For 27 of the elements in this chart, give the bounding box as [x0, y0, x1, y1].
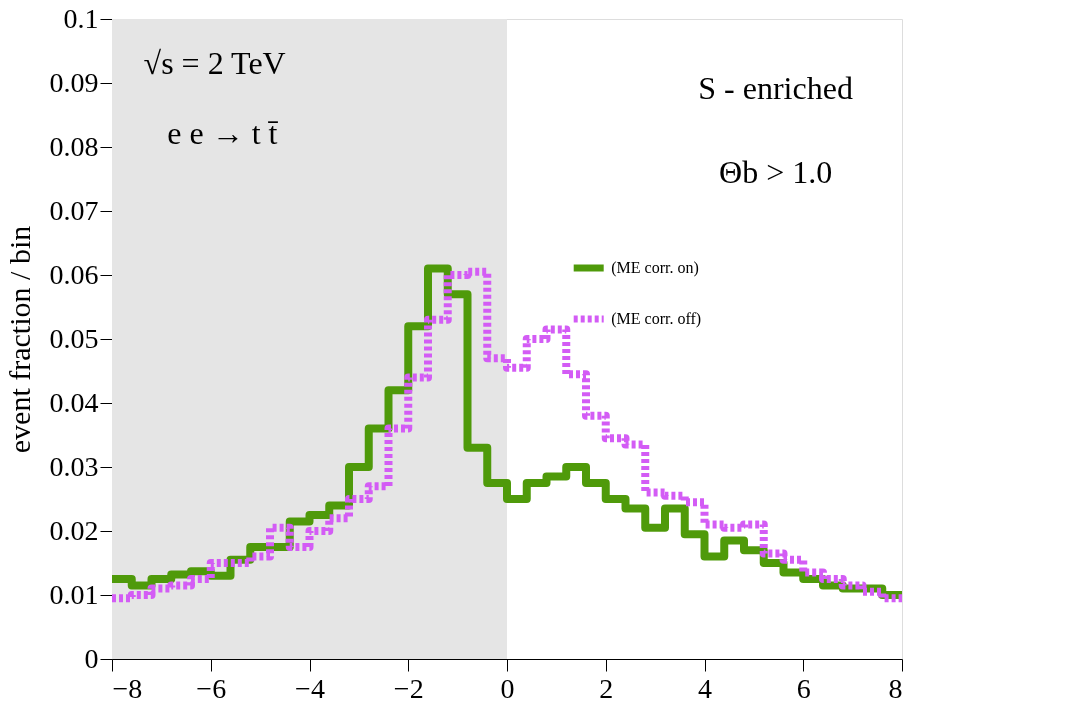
annotation: S - enriched — [698, 70, 853, 107]
x-tick-label: 8 — [888, 672, 903, 704]
y-tick-label: 0.04 — [49, 386, 99, 418]
y-tick-label: 0.09 — [49, 66, 99, 98]
x-tick-label: −8 — [112, 672, 143, 704]
x-tick-label: −4 — [295, 672, 325, 704]
y-axis-title: event fraction / bin — [2, 225, 36, 454]
legend-label: (ME corr. on) — [611, 258, 699, 277]
x-tick-label: 4 — [698, 672, 712, 704]
y-tick-label: 0.03 — [49, 450, 99, 482]
annotation: e e → t t̄ — [167, 115, 278, 152]
x-tick-label: −2 — [393, 672, 424, 704]
x-tick-label: 6 — [796, 672, 811, 704]
x-tick-label: −6 — [196, 672, 227, 704]
y-tick-label: 0.06 — [49, 258, 99, 290]
annotation: Θb > 1.0 — [719, 153, 833, 190]
y-tick-label: 0.02 — [49, 514, 99, 546]
x-tick-label: 2 — [599, 672, 614, 704]
y-tick-label: 0.07 — [49, 194, 99, 226]
x-tick-label: 0 — [500, 672, 515, 704]
y-tick-label: 0 — [84, 642, 99, 674]
y-tick-label: 0.05 — [49, 322, 99, 354]
y-tick-label: 0.01 — [49, 578, 99, 610]
annotation: √s = 2 TeV — [143, 44, 286, 81]
y-tick-label: 0.08 — [49, 130, 99, 162]
y-tick-label: 0.1 — [63, 2, 99, 34]
legend-label: (ME corr. off) — [611, 309, 702, 328]
